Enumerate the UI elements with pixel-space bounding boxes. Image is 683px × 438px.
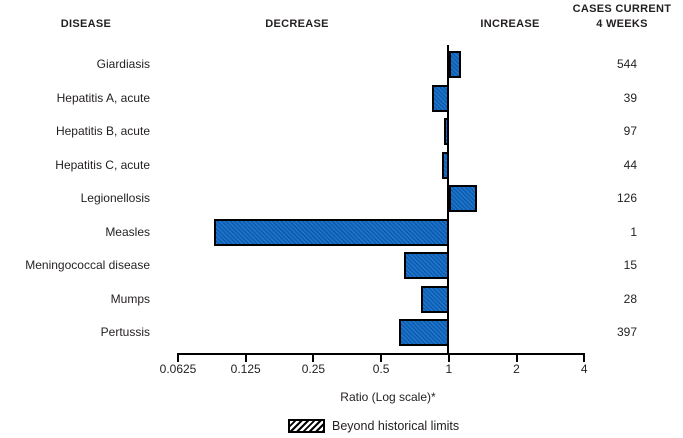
cases-value: 28: [623, 291, 637, 306]
disease-label: Mumps: [110, 291, 150, 306]
legend-hatch-swatch: [288, 419, 325, 433]
cases-value: 126: [616, 191, 637, 205]
cases-value: 1: [630, 224, 637, 239]
x-axis-tick-label: 0.5: [372, 362, 390, 376]
x-axis-tick-label: 1: [445, 362, 453, 376]
ratio-bar-decrease: [398, 319, 449, 346]
cases-value: 15: [623, 258, 637, 272]
x-axis-label: Ratio (Log scale)*: [340, 390, 436, 404]
ratio-bar-decrease: [213, 218, 449, 246]
disease-label: Legionellosis: [80, 191, 150, 205]
ratio-bar-decrease: [431, 84, 449, 112]
column-header-disease: DISEASE: [60, 18, 112, 30]
x-axis-tick: [312, 353, 315, 362]
x-axis-tick: [447, 353, 450, 362]
x-axis-tick: [177, 353, 179, 362]
baseline-at-ratio-1: [447, 45, 449, 355]
cases-value: 97: [623, 124, 637, 138]
disease-label: Hepatitis A, acute: [56, 90, 150, 105]
cases-value: 39: [623, 90, 637, 105]
disease-label: Hepatitis B, acute: [55, 124, 150, 138]
disease-label: Measles: [105, 224, 150, 239]
cases-value: 44: [623, 157, 637, 172]
x-axis-tick-label: 4: [580, 362, 588, 376]
cases-header-line2: 4 WEEKS: [596, 18, 648, 30]
column-header-increase: INCREASE: [480, 18, 540, 30]
ratio-bar-increase: [448, 51, 461, 78]
ratio-bar-increase: [448, 185, 478, 212]
disease-label: Meningococcal disease: [25, 258, 150, 272]
x-axis-tick-label: 0.0625: [159, 362, 197, 376]
disease-label: Pertussis: [100, 325, 150, 339]
ratio-bar-decrease: [403, 252, 449, 279]
cases-value: 544: [616, 57, 637, 71]
legend: Beyond historical limits: [288, 417, 459, 435]
disease-label: Giardiasis: [96, 57, 150, 71]
ratio-bar-decrease: [420, 285, 449, 313]
x-axis-tick-label: 0.125: [230, 362, 261, 376]
disease-label: Hepatitis C, acute: [55, 157, 150, 172]
x-axis-tick: [583, 353, 586, 362]
column-header-cases: CASES CURRENT 4 WEEKS: [562, 2, 682, 32]
legend-label: Beyond historical limits: [332, 419, 460, 433]
x-axis-tick: [244, 353, 247, 362]
x-axis-tick-label: 0.25: [301, 362, 326, 376]
cases-value: 397: [616, 325, 637, 339]
x-axis-tick: [380, 353, 383, 362]
cases-header-line1: CASES CURRENT: [572, 3, 672, 15]
column-header-decrease: DECREASE: [265, 18, 329, 30]
x-axis-tick: [515, 353, 518, 362]
x-axis-tick-label: 2: [513, 362, 520, 376]
